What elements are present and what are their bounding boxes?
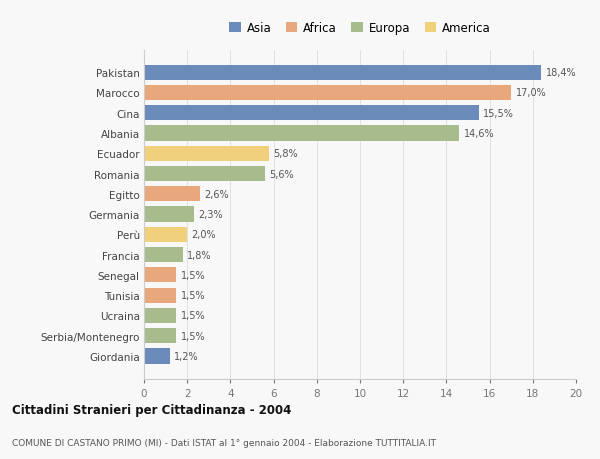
- Text: 1,8%: 1,8%: [187, 250, 212, 260]
- Bar: [144, 167, 265, 182]
- Bar: [144, 126, 460, 141]
- Text: 5,8%: 5,8%: [274, 149, 298, 159]
- Legend: Asia, Africa, Europa, America: Asia, Africa, Europa, America: [226, 19, 494, 39]
- Bar: [144, 187, 200, 202]
- Bar: [144, 308, 176, 323]
- Bar: [144, 288, 176, 303]
- Text: 2,0%: 2,0%: [191, 230, 216, 240]
- Text: 1,5%: 1,5%: [181, 270, 205, 280]
- Bar: [144, 207, 194, 222]
- Text: COMUNE DI CASTANO PRIMO (MI) - Dati ISTAT al 1° gennaio 2004 - Elaborazione TUTT: COMUNE DI CASTANO PRIMO (MI) - Dati ISTA…: [12, 438, 436, 447]
- Bar: [144, 348, 170, 364]
- Bar: [144, 247, 183, 263]
- Text: 15,5%: 15,5%: [483, 108, 514, 118]
- Text: 14,6%: 14,6%: [464, 129, 494, 139]
- Text: 1,5%: 1,5%: [181, 311, 205, 321]
- Bar: [144, 328, 176, 343]
- Text: 5,6%: 5,6%: [269, 169, 294, 179]
- Text: 2,6%: 2,6%: [205, 190, 229, 199]
- Bar: [144, 86, 511, 101]
- Bar: [144, 65, 541, 81]
- Text: 18,4%: 18,4%: [546, 68, 577, 78]
- Text: 1,5%: 1,5%: [181, 291, 205, 301]
- Text: 17,0%: 17,0%: [515, 88, 546, 98]
- Bar: [144, 106, 479, 121]
- Text: 1,2%: 1,2%: [174, 351, 199, 361]
- Bar: [144, 268, 176, 283]
- Text: 2,3%: 2,3%: [198, 210, 223, 219]
- Text: Cittadini Stranieri per Cittadinanza - 2004: Cittadini Stranieri per Cittadinanza - 2…: [12, 403, 292, 416]
- Bar: [144, 227, 187, 242]
- Bar: [144, 146, 269, 162]
- Text: 1,5%: 1,5%: [181, 331, 205, 341]
